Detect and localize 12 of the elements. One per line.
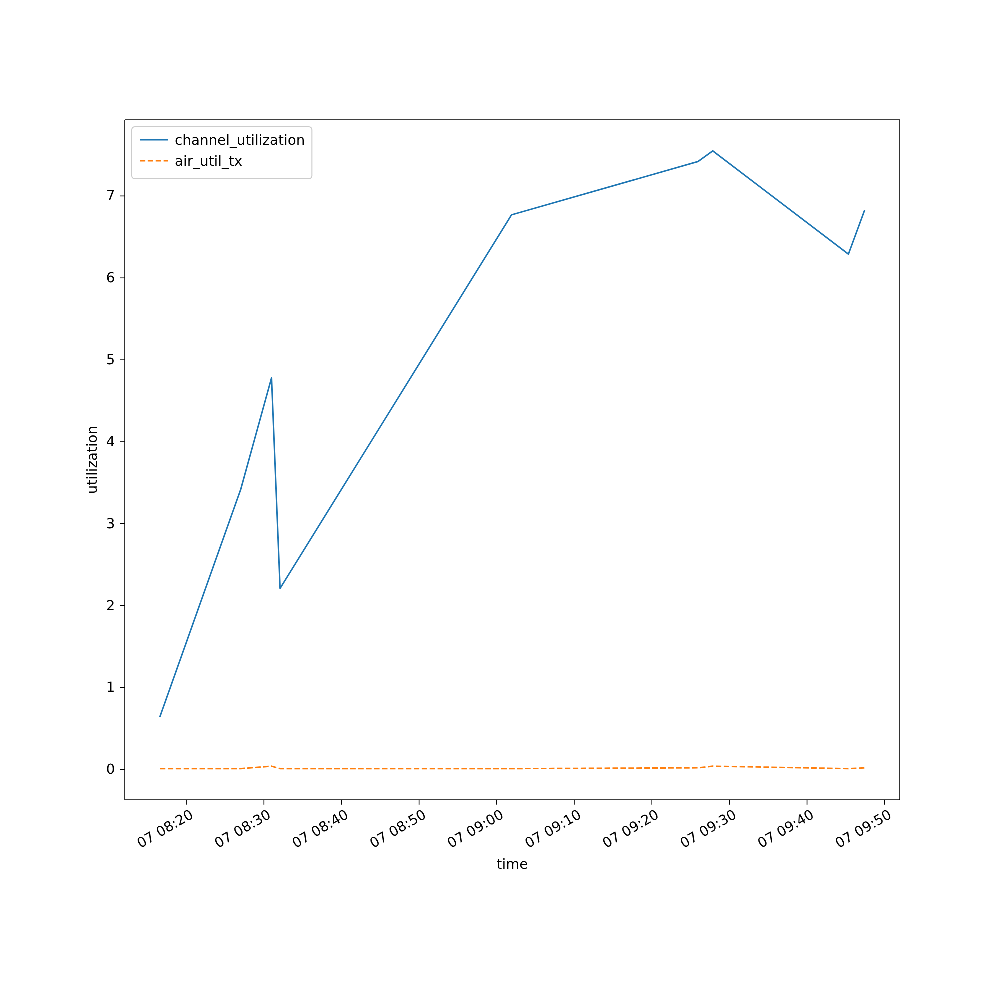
y-tick-label: 0 xyxy=(106,762,116,778)
legend-label: channel_utilization xyxy=(175,132,306,149)
y-tick-label: 5 xyxy=(106,352,116,368)
y-tick-label: 7 xyxy=(106,188,116,205)
y-axis-title: utilization xyxy=(85,426,101,494)
y-tick-label: 2 xyxy=(106,598,116,614)
y-tick-label: 6 xyxy=(106,270,116,287)
y-tick-label: 4 xyxy=(106,434,116,450)
x-axis-title: time xyxy=(496,857,528,873)
y-tick-label: 3 xyxy=(106,516,116,532)
legend-label: air_util_tx xyxy=(175,154,243,170)
y-tick-label: 1 xyxy=(106,680,116,696)
